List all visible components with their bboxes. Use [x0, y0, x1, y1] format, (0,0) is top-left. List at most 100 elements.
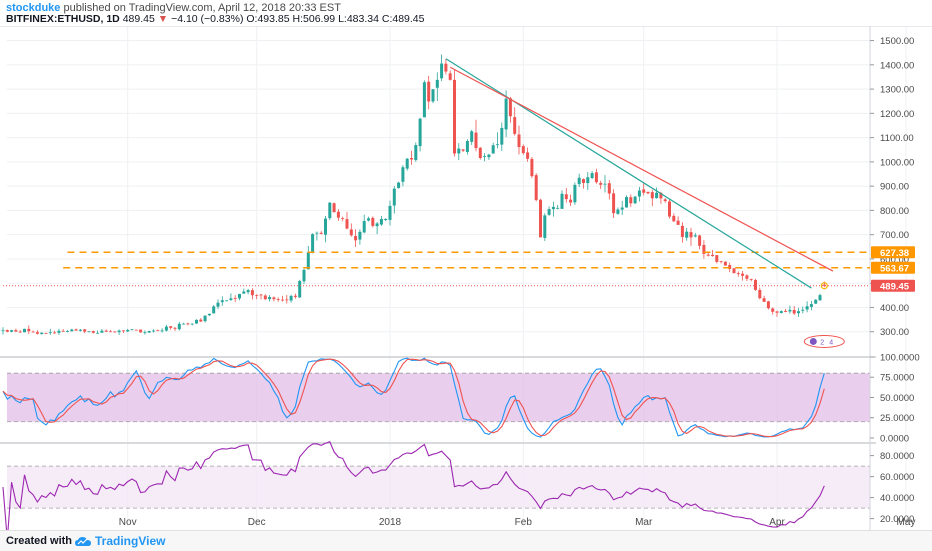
candle-up: [152, 330, 155, 332]
candle-up: [225, 300, 229, 302]
price-label-text: 627.38: [880, 248, 909, 259]
candle-down: [508, 98, 512, 117]
candle-down: [715, 255, 719, 262]
price-tick-label: 600.00: [880, 254, 909, 265]
candle-down: [134, 329, 138, 331]
x-tick-label: May: [897, 517, 916, 528]
candle-up: [616, 209, 620, 214]
candle-up: [422, 82, 426, 118]
candle-up: [23, 328, 26, 333]
candle-down: [668, 201, 671, 217]
candle-down: [741, 273, 745, 276]
candle-down: [517, 134, 521, 148]
candle-up: [560, 193, 564, 209]
candle-up: [551, 206, 555, 210]
candle-up: [788, 309, 792, 312]
candle-down: [250, 290, 254, 296]
candle-up: [797, 311, 800, 314]
candle-down: [569, 199, 573, 203]
candle-up: [818, 295, 822, 301]
candle-down: [534, 175, 538, 201]
candle-down: [341, 218, 345, 219]
candle-down: [199, 319, 203, 322]
price-tick-label: 1200.00: [880, 109, 914, 120]
tradingview-cloud-icon[interactable]: [74, 535, 92, 547]
tradingview-brand[interactable]: TradingView: [95, 534, 166, 548]
event-count: 2: [820, 339, 824, 346]
rsi-tick-label: 20.0000: [880, 514, 914, 525]
candle-down: [448, 73, 452, 80]
stochastic-tick-label: 50.0000: [880, 393, 914, 404]
candle-down: [749, 279, 753, 281]
close-label: C:: [381, 13, 393, 25]
candle-down: [719, 261, 723, 263]
candle-up: [392, 188, 396, 206]
candle-up: [302, 269, 306, 282]
candle-up: [397, 182, 401, 189]
candle-down: [35, 332, 39, 334]
footer: Created with TradingView: [0, 530, 932, 551]
candle-up: [655, 192, 659, 199]
candle-up: [814, 299, 818, 304]
candle-down: [513, 117, 517, 134]
ohlc-line: BITFINEX:ETHUSD, 1D 489.45 ▼ −4.10 (−0.8…: [6, 13, 425, 25]
candle-up: [405, 158, 409, 169]
candle-up: [556, 207, 560, 209]
candle-up: [779, 311, 783, 313]
candle-up: [306, 252, 310, 270]
author-link[interactable]: stockduke: [6, 2, 61, 14]
candle-up: [229, 298, 233, 300]
candle-down: [336, 211, 340, 218]
candle-up: [809, 304, 813, 307]
x-tick-label: Feb: [515, 517, 533, 528]
candle-up: [216, 302, 220, 307]
candle-down: [44, 333, 48, 334]
candle-up: [362, 221, 366, 233]
price-change: −4.10 (−0.83%): [171, 13, 244, 25]
published-text: published on TradingView.com, April 12, …: [63, 2, 341, 14]
candle-up: [637, 190, 641, 197]
candle-down: [711, 254, 714, 257]
price-label-text: 489.45: [880, 281, 910, 292]
candle-down: [676, 220, 680, 225]
candle-up: [100, 330, 104, 333]
candle-up: [483, 156, 487, 157]
candle-up: [590, 173, 594, 179]
candle-up: [367, 218, 370, 221]
rsi-tick-label: 60.0000: [880, 472, 914, 483]
candle-down: [642, 189, 646, 193]
candle-down: [822, 284, 826, 286]
high-label: H:: [292, 13, 304, 25]
candle-up: [685, 231, 689, 238]
chart-svg[interactable]: 2 4 1500.00 1400.00 1300.00 1200.00 1100.00 100…: [0, 25, 932, 540]
candle-up: [130, 329, 134, 331]
candle-up: [246, 290, 250, 293]
price-tick-label: 1300.00: [880, 85, 914, 96]
down-triangle-icon: ▼: [157, 13, 169, 25]
x-tick-label: 2018: [379, 517, 402, 528]
price-tick-label: 400.00: [880, 303, 909, 314]
candle-down: [427, 81, 431, 102]
candle-up: [465, 141, 469, 152]
candle-up: [220, 300, 224, 303]
candle-down: [762, 298, 766, 302]
candle-down: [293, 295, 297, 297]
stochastic-tick-label: 0.0000: [880, 433, 909, 444]
candle-down: [53, 332, 57, 334]
candle-down: [113, 331, 117, 333]
candle-down: [629, 197, 633, 204]
candle-down: [233, 297, 237, 299]
candle-down: [698, 235, 702, 246]
candle-up: [547, 209, 551, 215]
candle-up: [126, 329, 130, 332]
candle-up: [207, 313, 211, 316]
candle-up: [805, 306, 809, 310]
chart-area[interactable]: 2 4 1500.00 1400.00 1300.00 1200.00 1100.00 100…: [0, 25, 932, 540]
candle-down: [599, 183, 603, 185]
candle-up: [500, 127, 504, 145]
price-tick-label: 700.00: [880, 230, 909, 241]
candle-down: [186, 323, 190, 325]
candle-up: [573, 184, 577, 203]
stochastic-d-line: [2, 358, 825, 438]
candle-down: [173, 327, 177, 329]
